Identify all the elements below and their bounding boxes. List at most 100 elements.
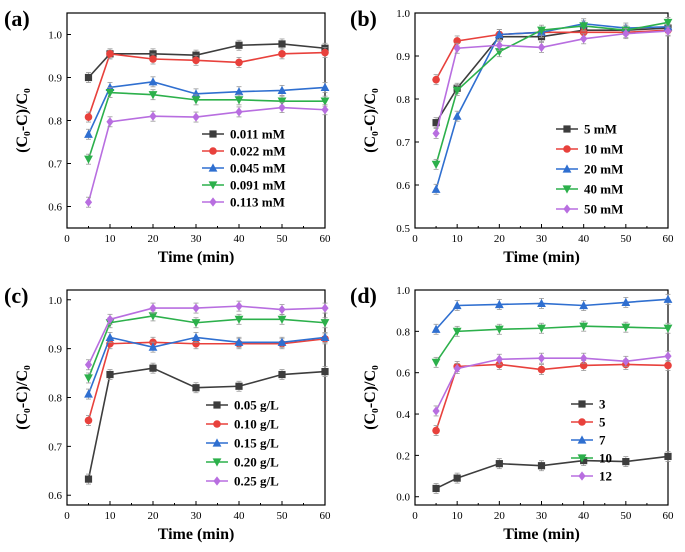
data-point: [149, 55, 157, 63]
data-point: [148, 91, 158, 100]
x-tick-label: 40: [578, 510, 590, 522]
data-point: [453, 474, 461, 482]
data-point: [192, 384, 200, 392]
y-tick-label: 0.7: [48, 159, 62, 171]
data-point: [579, 28, 588, 37]
series-1: [432, 451, 672, 494]
y-tick-label: 0.0: [396, 492, 410, 504]
data-point: [277, 337, 287, 346]
y-tick-label: 0.8: [48, 116, 62, 128]
data-point: [234, 337, 244, 346]
series-2: [432, 359, 672, 436]
data-point: [235, 107, 243, 117]
legend-label: 7: [599, 433, 606, 448]
legend-marker: [563, 204, 571, 214]
data-point: [192, 339, 200, 348]
data-point: [320, 82, 330, 91]
data-point: [664, 26, 672, 36]
y-axis-label: (C₀-C)/C₀: [362, 365, 379, 430]
data-point: [622, 356, 630, 366]
data-point: [105, 332, 115, 341]
legend-label: 10 mM: [584, 142, 623, 157]
legend-marker: [213, 476, 221, 486]
data-point: [321, 105, 329, 115]
legend-marker: [562, 164, 572, 173]
panel-0: 0 10 20 30 40 50 60 0.6 0.7 0.8 0.9 1.0 Time (min) (C…: [4, 6, 331, 266]
y-tick-label: 1.0: [48, 295, 62, 307]
x-tick-label: 60: [663, 510, 675, 522]
data-point: [235, 41, 243, 49]
legend-label: 0.15 g/L: [234, 436, 279, 451]
data-point: [621, 297, 631, 307]
data-point: [452, 327, 462, 336]
data-point: [84, 129, 93, 138]
y-tick-label: 0.9: [396, 51, 410, 63]
data-point: [105, 88, 115, 98]
x-tick-label: 10: [452, 510, 464, 522]
data-point: [84, 416, 93, 425]
data-point: [494, 299, 504, 309]
x-tick-label: 0: [64, 510, 70, 522]
data-point: [579, 322, 589, 331]
data-point: [278, 50, 286, 58]
data-point: [234, 87, 244, 96]
data-point: [453, 43, 461, 53]
data-point: [431, 160, 441, 169]
legend-marker: [578, 400, 586, 408]
legend-label: 0.20 g/L: [234, 455, 279, 470]
data-point: [452, 300, 462, 310]
data-point: [432, 128, 440, 138]
legend-label: 5 mM: [584, 122, 617, 137]
legend-marker: [212, 438, 222, 447]
series-5: [84, 102, 329, 208]
data-point: [106, 117, 114, 127]
data-point: [431, 358, 441, 367]
x-axis-label: Time (min): [158, 249, 235, 266]
x-tick-label: 30: [536, 510, 548, 522]
data-point: [431, 324, 441, 333]
legend-marker: [209, 147, 217, 155]
data-point: [278, 40, 286, 48]
data-point: [278, 304, 286, 315]
data-point: [84, 197, 93, 207]
legend-label: 0.05 g/L: [234, 398, 279, 413]
data-point: [277, 315, 287, 324]
data-point: [148, 312, 158, 321]
x-axis-label: Time (min): [503, 249, 580, 266]
data-point: [580, 456, 588, 465]
data-point: [664, 351, 672, 361]
x-axis-label: Time (min): [158, 526, 235, 543]
data-point: [432, 484, 440, 493]
legend-marker: [212, 458, 222, 467]
data-point: [621, 323, 631, 332]
legend-label: 0.045 mM: [230, 161, 286, 176]
y-tick-label: 1.0: [396, 8, 410, 20]
series-4: [431, 320, 673, 368]
series-4: [431, 17, 673, 170]
y-axis-label: (C₀-C)/C₀: [362, 88, 379, 153]
data-point: [106, 370, 114, 379]
legend-label: 0.091 mM: [230, 178, 286, 193]
series-line: [435, 22, 669, 190]
data-point: [537, 353, 546, 363]
data-point: [320, 97, 330, 106]
plot-frame: [414, 289, 669, 506]
legend-label: 0.022 mM: [230, 144, 286, 159]
x-tick-label: 10: [105, 510, 117, 522]
legend-marker: [209, 197, 217, 207]
series-line: [435, 27, 669, 124]
x-tick-label: 30: [191, 233, 203, 245]
x-tick-label: 60: [320, 510, 332, 522]
series-2: [84, 47, 329, 123]
y-axis-label: (C₀-C)/C₀: [14, 365, 31, 430]
x-tick-label: 40: [234, 233, 246, 245]
x-tick-label: 0: [412, 510, 418, 522]
series-2: [84, 333, 329, 426]
legend-marker: [213, 420, 221, 428]
data-point: [234, 315, 244, 324]
data-point: [192, 112, 200, 122]
series-line: [87, 91, 325, 160]
series-line: [87, 338, 326, 421]
legend-label: 0.113 mM: [230, 195, 285, 210]
series-line: [87, 106, 326, 203]
